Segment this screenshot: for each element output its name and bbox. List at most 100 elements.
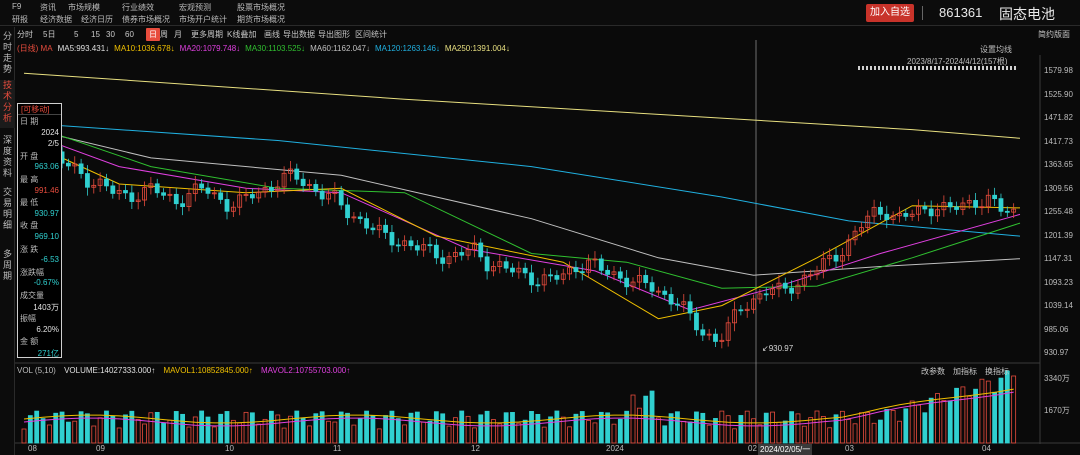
candle-body: [205, 187, 211, 194]
volume-bar: [34, 410, 40, 444]
ma-settings-link[interactable]: 设置均线: [980, 45, 1012, 54]
ma-legend-item: MA20:1079.748↓: [179, 44, 241, 53]
y-axis-tick: 1201.39: [1044, 230, 1073, 240]
candle-body: [237, 194, 243, 208]
menu-item[interactable]: 市场开户统计: [179, 15, 227, 24]
simple-layout-button[interactable]: 简约版面: [1038, 30, 1070, 39]
candle-body: [142, 187, 147, 201]
left-tab-3[interactable]: 交易明细: [2, 187, 12, 230]
candle-body: [611, 271, 617, 275]
menu-item[interactable]: 债券市场概况: [122, 15, 170, 24]
left-tab-1[interactable]: 技术分析: [0, 80, 15, 128]
volume-bar: [230, 419, 236, 444]
left-tab-0[interactable]: 分时走势: [2, 31, 12, 74]
toolbar-item[interactable]: 区间统计: [355, 30, 387, 39]
candle-body: [795, 284, 801, 294]
volume-bar: [53, 412, 59, 444]
toolbar-item[interactable]: 15: [91, 30, 100, 39]
volume-bar: [770, 411, 775, 444]
toolbar-item[interactable]: 导出图形: [318, 30, 350, 39]
toolbar-item[interactable]: 60: [125, 30, 134, 39]
toolbar-item[interactable]: 5: [74, 30, 79, 39]
candle-body: [421, 244, 427, 251]
menu-item[interactable]: 行业绩效: [122, 3, 154, 12]
candle-body: [928, 208, 934, 217]
y-axis-tick: 985.06: [1044, 324, 1069, 334]
menu-item[interactable]: 研报: [12, 15, 28, 24]
volume-tool-button[interactable]: 加指标: [953, 367, 977, 376]
x-axis-tick: 09: [96, 444, 105, 453]
candle-body: [218, 192, 224, 200]
menu-item[interactable]: 股票市场概况: [237, 3, 285, 12]
menu-item[interactable]: 市场规模: [68, 3, 100, 12]
candle-body: [992, 194, 998, 200]
volume-bar: [395, 418, 401, 444]
stock-code: 861361: [939, 5, 983, 20]
candle-body: [592, 258, 598, 261]
volume-bar: [605, 412, 611, 444]
volume-tool-button[interactable]: 换指标: [985, 367, 1009, 376]
volume-bar: [586, 420, 592, 444]
toolbar-item[interactable]: 分时: [17, 30, 33, 39]
candle-body: [180, 203, 185, 208]
candle-body: [681, 301, 687, 305]
low-price-value: 930.97: [768, 344, 794, 353]
candle-body: [535, 284, 541, 287]
volume-bar: [123, 414, 128, 444]
candle-body: [433, 244, 439, 259]
candle-body: [402, 240, 408, 246]
volume-bar: [909, 400, 915, 444]
toolbar-item[interactable]: 画线: [264, 30, 280, 39]
toolbar-item[interactable]: 30: [106, 30, 115, 39]
x-axis-tick: 02: [748, 444, 757, 453]
range-tick-mark: [986, 66, 988, 70]
vol-label: VOL (5,10): [17, 366, 56, 375]
menu-item[interactable]: 期货市场概况: [237, 15, 285, 24]
range-tick-mark: [966, 66, 968, 70]
toolbar-item[interactable]: 月: [174, 30, 182, 39]
candle-body: [713, 333, 718, 342]
candle-body: [757, 293, 763, 300]
volume-bar: [211, 426, 217, 444]
menu-item[interactable]: 资讯: [40, 3, 56, 12]
mavol1-line: [23, 388, 1014, 424]
y-axis-tick: 1039.14: [1044, 301, 1073, 310]
mavol1-value: MAVOL1:10852845.000↑: [163, 366, 253, 375]
toolbar-item[interactable]: 日: [146, 28, 160, 41]
add-to-watchlist-button[interactable]: 加入自选: [866, 4, 914, 22]
candle-body: [738, 309, 744, 312]
toolbar-item[interactable]: 5日: [43, 30, 56, 39]
candle-body: [465, 249, 471, 256]
x-axis-tick: 12: [471, 444, 480, 453]
date-range-label: 2023/8/17-2024/4/12(157根): [907, 57, 1008, 66]
bar-info-panel[interactable]: [可移动] 日 期 2024 2/5 开 盘 963.06 最 高 991.46 最 低 930…: [17, 103, 62, 358]
candle-body: [97, 178, 103, 186]
range-tick-mark: [926, 66, 928, 70]
volume-bar: [833, 414, 839, 444]
candle-body: [313, 184, 319, 192]
top-menu-bar: 加入自选 861361 固态电池 F9 资讯 市场规模 行业绩效 宏观预测 股票市场概况研…: [0, 0, 1080, 26]
menu-item[interactable]: 宏观预测: [179, 3, 211, 12]
cursor-date-label: 2024/02/05/一: [758, 444, 813, 455]
candle-body: [345, 204, 350, 219]
candle-body: [364, 218, 369, 229]
toolbar-item[interactable]: 更多周期: [191, 30, 223, 39]
volume-bar: [649, 390, 655, 444]
volume-bar: [522, 419, 528, 444]
left-tab-4[interactable]: 多周期: [2, 249, 12, 281]
toolbar-item[interactable]: K线叠加: [227, 30, 257, 39]
left-tab-2[interactable]: 深度资料: [2, 135, 12, 178]
ma250-line: [23, 72, 1021, 139]
volume-bar: [452, 417, 458, 444]
menu-item[interactable]: 经济日历: [81, 15, 113, 24]
candle-body: [199, 183, 205, 189]
volume-y-tick: 3340万: [1044, 374, 1070, 383]
volume-tool-button[interactable]: 改参数: [921, 367, 945, 376]
volume-bar: [516, 422, 522, 444]
toolbar-item[interactable]: 导出数据: [283, 30, 315, 39]
menu-item[interactable]: F9: [12, 2, 22, 11]
toolbar-item[interactable]: 周: [160, 30, 168, 39]
candle-body: [909, 213, 915, 217]
menu-item[interactable]: 经济数据: [40, 15, 72, 24]
